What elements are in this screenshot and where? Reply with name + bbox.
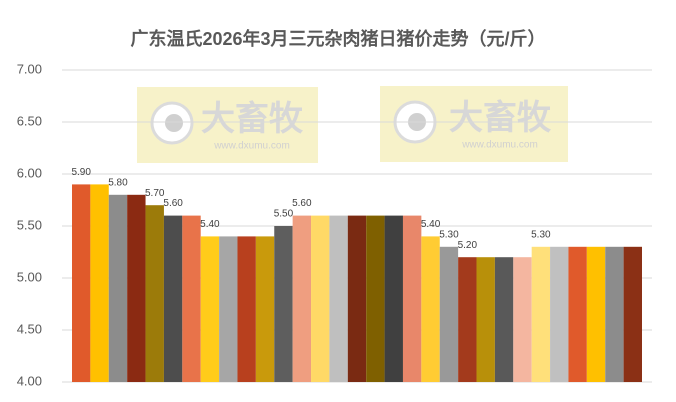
bar bbox=[439, 246, 459, 382]
bar bbox=[127, 194, 146, 382]
bar bbox=[145, 205, 164, 382]
bar bbox=[274, 226, 293, 382]
bar bbox=[347, 215, 367, 382]
bar bbox=[531, 246, 551, 382]
value-label: 5.60 bbox=[292, 198, 312, 209]
value-label: 5.90 bbox=[71, 167, 91, 178]
bar bbox=[513, 257, 532, 382]
watermark-icon bbox=[165, 114, 183, 132]
bar bbox=[421, 236, 440, 382]
value-label: 5.80 bbox=[108, 177, 128, 188]
watermark-text: 大畜牧 bbox=[201, 99, 304, 138]
bar bbox=[550, 246, 569, 382]
value-label: 5.40 bbox=[421, 219, 441, 230]
y-tick-label: 6.50 bbox=[17, 113, 42, 128]
y-tick-label: 4.50 bbox=[17, 321, 42, 336]
y-tick-label: 7.00 bbox=[17, 61, 42, 76]
bar bbox=[402, 215, 422, 382]
bar bbox=[163, 215, 183, 382]
bar bbox=[90, 184, 109, 382]
chart-title: 广东温氏2026年3月三元杂肉猪日猪价走势（元/斤） bbox=[130, 28, 545, 49]
watermark-url: www.dxumu.com bbox=[461, 140, 538, 151]
bar bbox=[329, 215, 348, 382]
bar bbox=[108, 194, 128, 382]
value-label: 5.30 bbox=[531, 229, 551, 240]
value-label: 5.20 bbox=[458, 240, 478, 251]
bar bbox=[458, 257, 477, 382]
watermark-url: www.dxumu.com bbox=[213, 141, 290, 152]
y-tick-label: 5.50 bbox=[17, 217, 42, 232]
bar bbox=[292, 215, 312, 382]
y-tick-label: 5.00 bbox=[17, 269, 42, 284]
bar bbox=[219, 236, 238, 382]
bar bbox=[366, 215, 385, 382]
value-label: 5.70 bbox=[145, 188, 165, 199]
bar bbox=[200, 236, 220, 382]
bar bbox=[476, 257, 495, 382]
value-label: 5.30 bbox=[439, 229, 459, 240]
y-tick-label: 4.00 bbox=[17, 373, 42, 388]
bar bbox=[182, 215, 201, 382]
watermark-text: 大畜牧 bbox=[449, 98, 552, 137]
bar bbox=[255, 236, 275, 382]
y-tick-label: 6.00 bbox=[17, 165, 42, 180]
bar bbox=[623, 246, 642, 382]
bar bbox=[605, 246, 624, 382]
bar bbox=[568, 246, 587, 382]
bar bbox=[494, 257, 514, 382]
bar bbox=[384, 215, 403, 382]
value-label: 5.40 bbox=[200, 219, 220, 230]
watermark: 大畜牧 www.dxumu.com 大畜牧 www.dxumu.com bbox=[137, 86, 568, 163]
value-label: 5.50 bbox=[274, 209, 294, 220]
bar bbox=[72, 184, 91, 382]
value-label: 5.60 bbox=[163, 198, 183, 209]
bar bbox=[237, 236, 256, 382]
bar bbox=[586, 246, 606, 382]
bar bbox=[311, 215, 330, 382]
